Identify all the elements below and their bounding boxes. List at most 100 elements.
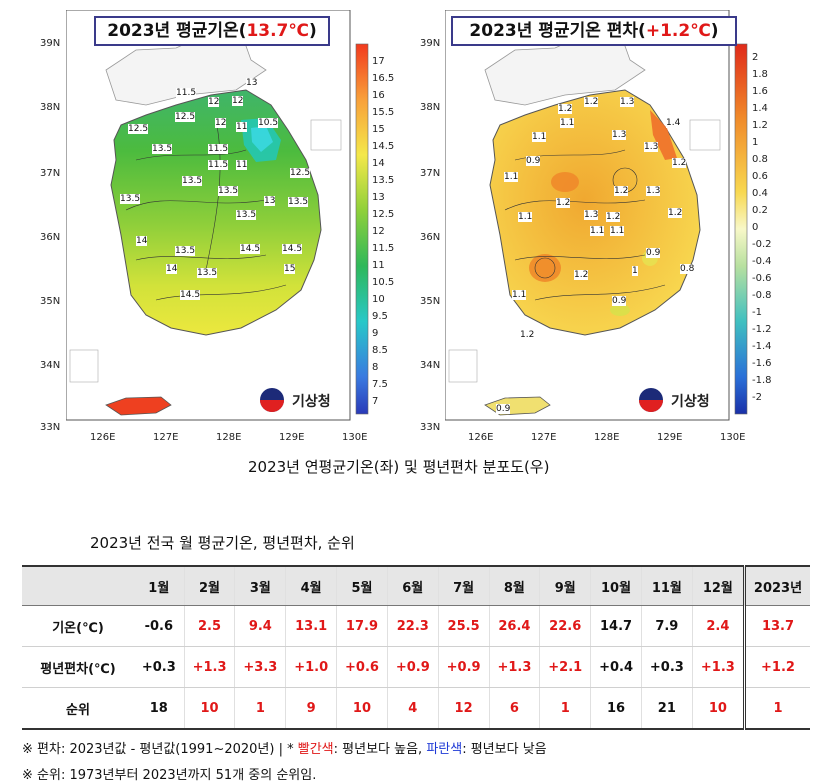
table-cell: -0.6 <box>134 605 185 647</box>
colorbar-tick-label: 0 <box>752 222 759 233</box>
contour-label: 1.2 <box>574 270 589 280</box>
colorbar-tick-label: 9 <box>372 328 379 339</box>
note-rank: ※ 순위: 1973년부터 2023년까지 51개 중의 순위임. <box>22 768 317 783</box>
contour-label: 1.3 <box>644 142 659 152</box>
contour-label: 13.5 <box>120 194 141 204</box>
colorbar-tick-label: -0.4 <box>752 256 772 267</box>
colorbar-tick-label: 1.2 <box>752 120 768 131</box>
colorbar-tick-label: 9.5 <box>372 311 388 322</box>
table-cell: +1.0 <box>285 646 337 688</box>
table-header-cell: 10월 <box>590 565 642 606</box>
lon-label: 129E <box>279 432 305 443</box>
colorbar-tick-label: -0.6 <box>752 273 772 284</box>
table-cell: +3.3 <box>234 646 286 688</box>
note-red-text: 빨간색 <box>297 742 334 757</box>
contour-label: 12 <box>208 97 220 107</box>
left-logo-text: 기상청 <box>292 394 331 410</box>
contour-label: 12 <box>215 118 227 128</box>
colorbar-tick-label: 1.4 <box>752 103 768 114</box>
contour-label: 1.1 <box>560 118 575 128</box>
contour-label: 1.1 <box>504 172 519 182</box>
note-text: : 평년보다 높음, <box>333 742 427 757</box>
lat-label: 34N <box>40 360 61 371</box>
contour-label: 14 <box>166 264 178 274</box>
colorbar-tick-label: 11 <box>372 260 385 271</box>
lon-label: 130E <box>720 432 746 443</box>
colorbar-tick-label: 14 <box>372 158 385 169</box>
note-deviation: ※ 편차: 2023년값 - 평년값(1991~2020년) | * 빨간색: … <box>22 738 547 757</box>
lon-label: 128E <box>216 432 242 443</box>
lon-label: 128E <box>594 432 620 443</box>
colorbar-tick-label: -2 <box>752 392 762 403</box>
contour-label: 11 <box>236 122 248 132</box>
table-cell: 21 <box>640 687 693 730</box>
colorbar-tick-label: 8 <box>372 362 379 373</box>
table-header-cell: 12월 <box>691 565 745 606</box>
contour-label: 1.1 <box>532 132 547 142</box>
contour-label: 1.2 <box>556 198 571 208</box>
contour-label: 13 <box>264 196 276 206</box>
colorbar-tick-label: 10.5 <box>372 277 395 288</box>
table-cell: +0.3 <box>640 646 693 688</box>
table-cell: 9 <box>285 687 337 730</box>
colorbar-tick-label: -1.6 <box>752 358 772 369</box>
table-cell: +1.3 <box>488 646 540 688</box>
table-cell: 9.4 <box>234 605 286 647</box>
table-header-row: 1월 2월 3월 4월 5월 6월 7월 8월 9월 10월 11월 12월 2… <box>22 565 810 606</box>
contour-label: 0.8 <box>680 264 695 274</box>
contour-label: 13 <box>246 78 258 88</box>
colorbar-tick-label: 8.5 <box>372 345 388 356</box>
colorbar-tick-label: 11.5 <box>372 243 395 254</box>
table-header-cell: 2023년 <box>743 565 810 606</box>
table-cell: 1 <box>743 687 810 730</box>
lon-label: 129E <box>657 432 683 443</box>
colorbar-tick-label: 1.8 <box>752 69 768 80</box>
contour-label: 12 <box>232 96 244 106</box>
table-cell: +2.1 <box>539 646 591 688</box>
table-cell: 4 <box>386 687 439 730</box>
table-cell: 18 <box>134 687 185 730</box>
contour-label: 14.5 <box>180 290 201 300</box>
left-map-svg <box>65 9 369 421</box>
lat-label: 37N <box>40 168 61 179</box>
contour-label: 14.5 <box>240 244 261 254</box>
table-header-cell: 5월 <box>336 565 388 606</box>
table-cell: +1.2 <box>743 646 810 688</box>
left-map-title: 2023년 평균기온(13.7℃) <box>94 16 330 46</box>
table-cell: 13.7 <box>743 605 810 647</box>
colorbar-tick-label: 13.5 <box>372 175 395 186</box>
lat-label: 35N <box>420 296 441 307</box>
contour-label: 0.9 <box>526 156 541 166</box>
lat-label: 37N <box>420 168 441 179</box>
colorbar-tick-label: 16.5 <box>372 73 395 84</box>
lon-label: 127E <box>531 432 557 443</box>
table-header-cell: 6월 <box>386 565 439 606</box>
lon-label: 127E <box>153 432 179 443</box>
contour-label: 1.1 <box>590 226 605 236</box>
contour-label: 13.5 <box>218 186 239 196</box>
contour-label: 1.2 <box>558 104 573 114</box>
lon-label: 130E <box>342 432 368 443</box>
lat-label: 39N <box>420 38 441 49</box>
table-header-cell: 8월 <box>488 565 540 606</box>
table-row: 순위 18 10 1 9 10 4 12 6 1 16 21 10 1 <box>22 687 810 730</box>
colorbar-tick-label: 0.2 <box>752 205 768 216</box>
colorbar-tick-label: 1 <box>752 137 759 148</box>
table-cell: 14.7 <box>590 605 642 647</box>
table-cell: 6 <box>488 687 540 730</box>
colorbar-tick-label: 15.5 <box>372 107 395 118</box>
table-cell: +0.9 <box>437 646 489 688</box>
contour-label: 0.9 <box>612 296 627 306</box>
lon-label: 126E <box>468 432 494 443</box>
colorbar-tick-label: 7 <box>372 396 379 407</box>
colorbar-tick-label: 12.5 <box>372 209 395 220</box>
contour-label: 11.5 <box>176 88 197 98</box>
table-header-cell <box>22 565 134 606</box>
contour-label: 0.9 <box>496 404 511 414</box>
contour-label: 1.2 <box>606 212 621 222</box>
contour-label: 14.5 <box>282 244 303 254</box>
table-cell: 13.1 <box>285 605 337 647</box>
colorbar-tick-label: 14.5 <box>372 141 395 152</box>
lat-label: 36N <box>40 232 61 243</box>
lat-label: 38N <box>420 102 441 113</box>
